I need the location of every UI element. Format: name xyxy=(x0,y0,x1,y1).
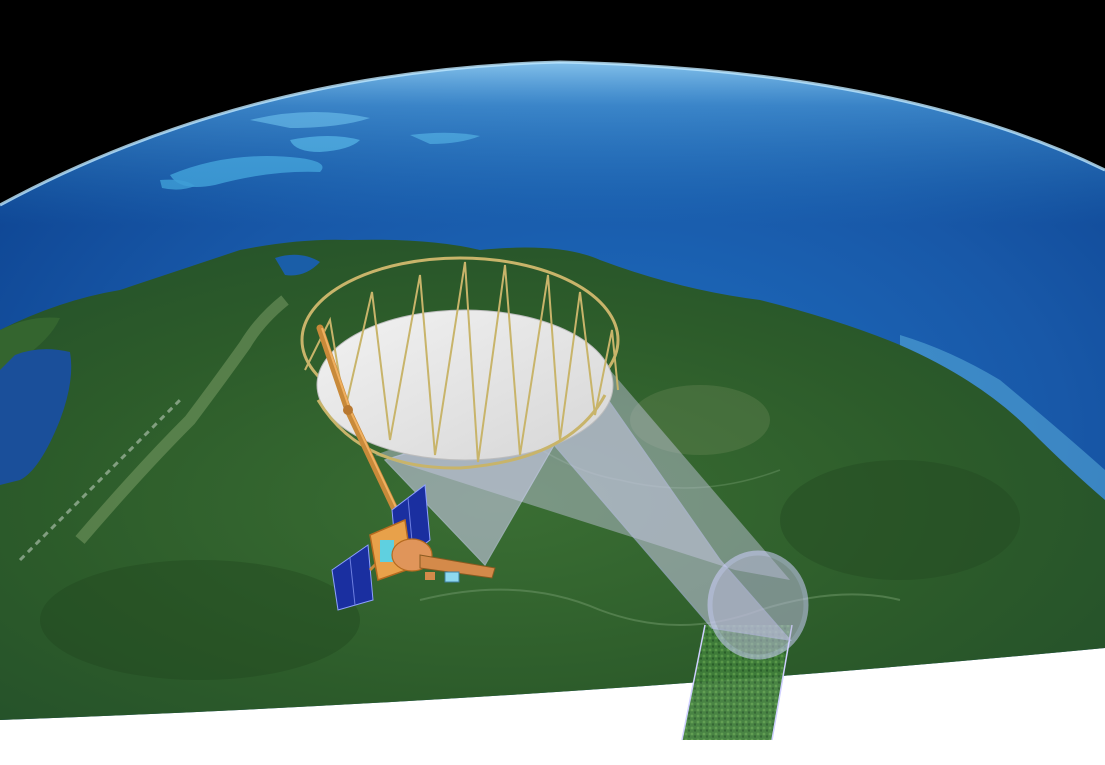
reflector-surface xyxy=(316,309,614,461)
bottom-white-area xyxy=(0,645,1105,765)
reflector-rim-front xyxy=(316,394,607,470)
earth-limb xyxy=(0,60,1105,207)
earth xyxy=(0,62,1105,720)
boom-joint xyxy=(343,405,353,415)
reflector-truss xyxy=(304,261,619,463)
satellite xyxy=(331,484,496,611)
sensor-box xyxy=(425,572,435,580)
instrument-arm xyxy=(419,554,496,579)
satellite-face xyxy=(380,540,394,562)
sensor-box xyxy=(444,571,460,583)
footprint-ring xyxy=(707,550,809,660)
